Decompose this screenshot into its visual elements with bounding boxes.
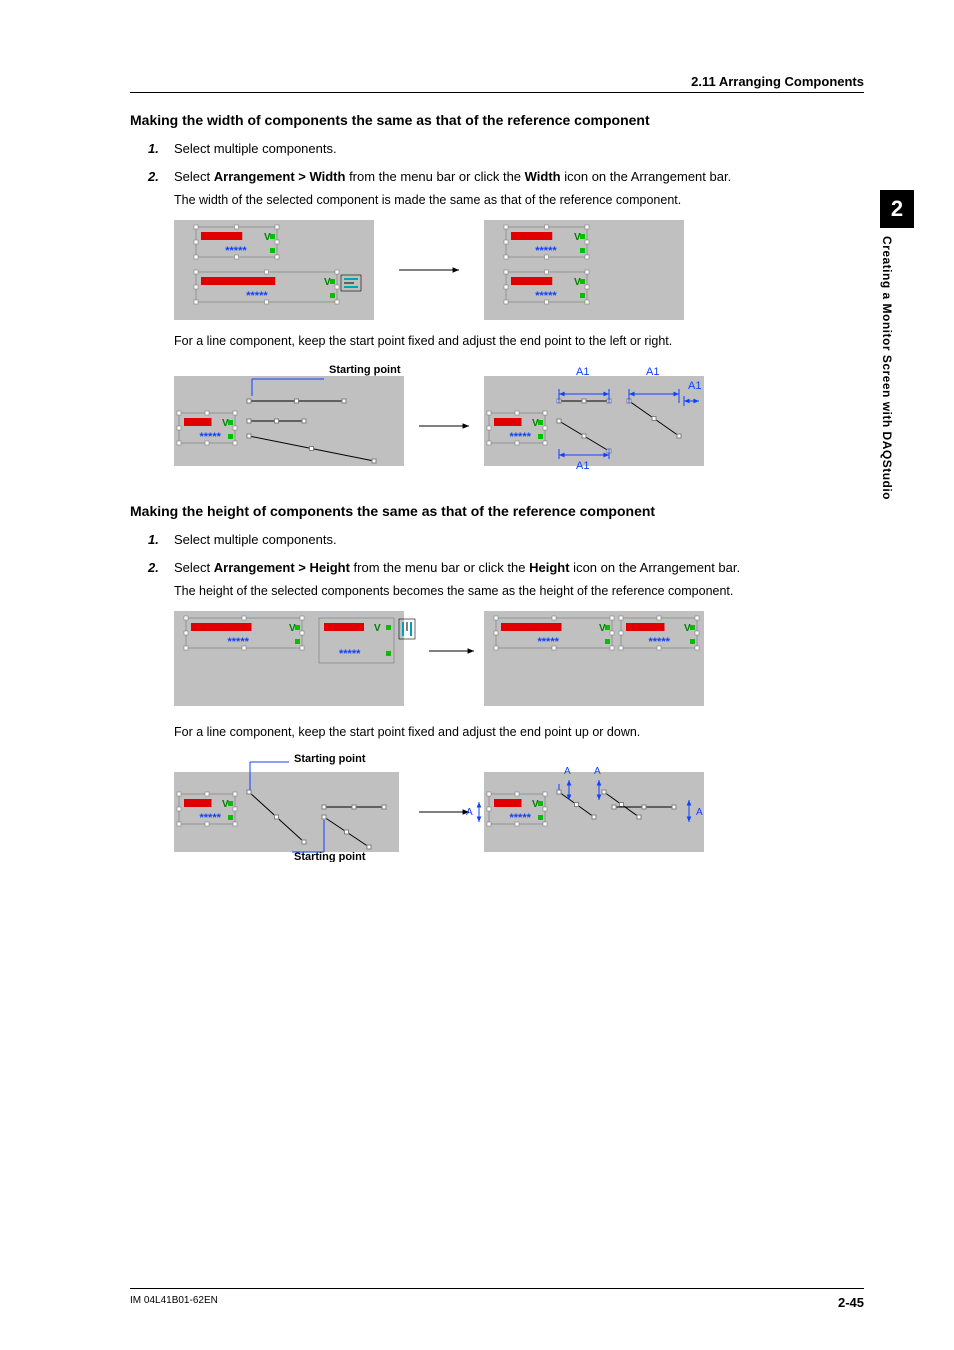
text: icon on the Arrangement bar. [561, 169, 732, 184]
caption: For a line component, keep the start poi… [174, 723, 834, 742]
svg-text:*****: ***** [228, 636, 250, 648]
step-number: 1. [148, 530, 174, 550]
note: The width of the selected component is m… [174, 191, 834, 210]
text: from the menu bar or click the [350, 560, 529, 575]
svg-text:A1: A1 [576, 366, 589, 378]
step-number: 1. [148, 139, 174, 159]
svg-text:A: A [594, 766, 601, 777]
bold: Width [525, 169, 561, 184]
figure-width-line-demo: V*****Starting pointV*****A1A1A1A1 [174, 361, 704, 471]
svg-text:*****: ***** [225, 245, 247, 257]
doc-id: IM 04L41B01-62EN [130, 1295, 218, 1310]
svg-text:*****: ***** [200, 431, 222, 443]
side-tab: 2 Creating a Monitor Screen with DAQStud… [880, 190, 914, 500]
step: 1. Select multiple components. [148, 139, 834, 159]
caption: For a line component, keep the start poi… [174, 332, 834, 351]
svg-text:*****: ***** [246, 290, 268, 302]
text: from the menu bar or click the [345, 169, 524, 184]
svg-text:A1: A1 [646, 366, 659, 378]
svg-text:A: A [564, 766, 571, 777]
text: icon on the Arrangement bar. [570, 560, 741, 575]
text: Select [174, 169, 214, 184]
svg-text:V: V [574, 232, 581, 243]
step-body: Select multiple components. [174, 530, 834, 550]
step-body: Select Arrangement > Width from the menu… [174, 167, 834, 187]
page-number: 2-45 [838, 1295, 864, 1310]
figure-height-demo: V ***** V ***** V ***** V ***** [174, 611, 704, 711]
svg-text:*****: ***** [538, 636, 560, 648]
step-number: 2. [148, 558, 174, 578]
content: Making the width of components the same … [130, 110, 834, 862]
svg-text:Starting point: Starting point [294, 851, 366, 862]
svg-text:*****: ***** [510, 431, 532, 443]
svg-text:V: V [222, 418, 229, 429]
svg-text:V: V [324, 277, 331, 288]
chapter-number-box: 2 [880, 190, 914, 228]
svg-text:*****: ***** [535, 290, 557, 302]
bold: Arrangement > Height [214, 560, 350, 575]
svg-text:A: A [466, 807, 473, 818]
note: The height of the selected components be… [174, 582, 834, 601]
svg-text:A: A [696, 807, 703, 818]
step-body: Select Arrangement > Height from the men… [174, 558, 834, 578]
svg-text:V: V [599, 623, 606, 634]
svg-text:A1: A1 [688, 380, 701, 392]
step: 2. Select Arrangement > Width from the m… [148, 167, 834, 187]
svg-text:*****: ***** [339, 648, 361, 660]
footer: IM 04L41B01-62EN 2-45 [130, 1288, 864, 1310]
svg-text:Starting point: Starting point [294, 753, 366, 765]
svg-text:*****: ***** [510, 812, 532, 824]
step-number: 2. [148, 167, 174, 187]
svg-text:V: V [532, 418, 539, 429]
figure-height-line-demo: V*****Starting pointStarting pointV*****… [174, 752, 704, 862]
svg-text:V: V [532, 799, 539, 810]
svg-text:*****: ***** [535, 245, 557, 257]
step-body: Select multiple components. [174, 139, 834, 159]
chapter-title-vertical: Creating a Monitor Screen with DAQStudio [880, 228, 894, 500]
svg-text:V: V [222, 799, 229, 810]
figure-width-demo: V ***** V ***** V ***** V ***** [174, 220, 704, 320]
svg-text:Starting point: Starting point [329, 364, 401, 376]
svg-text:*****: ***** [200, 812, 222, 824]
bold: Height [529, 560, 569, 575]
section-header: 2.11 Arranging Components [691, 74, 864, 89]
heading-width: Making the width of components the same … [130, 110, 834, 131]
page: 2.11 Arranging Components 2 Creating a M… [0, 0, 954, 1350]
step: 1. Select multiple components. [148, 530, 834, 550]
bold: Arrangement > Width [214, 169, 346, 184]
text: Select [174, 560, 214, 575]
svg-text:A1: A1 [576, 460, 589, 471]
top-rule [130, 92, 864, 93]
svg-text:V: V [374, 623, 381, 634]
svg-text:V: V [264, 232, 271, 243]
step: 2. Select Arrangement > Height from the … [148, 558, 834, 578]
svg-text:*****: ***** [649, 636, 671, 648]
svg-text:V: V [574, 277, 581, 288]
svg-text:V: V [684, 623, 691, 634]
heading-height: Making the height of components the same… [130, 501, 834, 522]
svg-text:V: V [289, 623, 296, 634]
